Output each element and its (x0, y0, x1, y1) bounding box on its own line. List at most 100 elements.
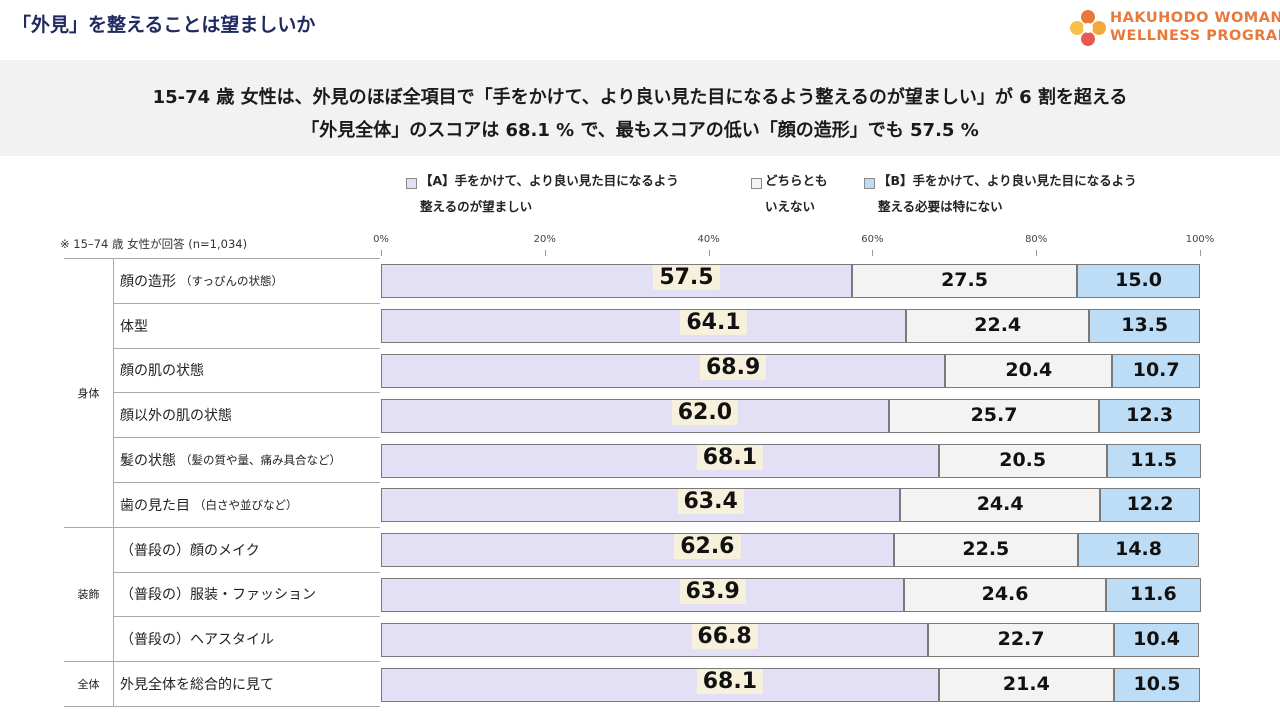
row-label: （普段の）ヘアスタイル (114, 616, 380, 661)
brand-line1: HAKUHODO WOMAN (1110, 10, 1280, 26)
row-label: 髪の状態 （髪の質や量、痛み具合など） (114, 437, 380, 482)
row-label-text: 顔以外の肌の状態 (120, 408, 232, 425)
row-label-text: 顔の肌の状態 (120, 363, 204, 380)
x-tick-label: 40% (697, 234, 720, 245)
row-label: （普段の）顔のメイク (114, 526, 380, 572)
x-tick-label: 20% (533, 234, 556, 245)
bar-segment-a (381, 398, 889, 433)
row-label: 顔の肌の状態 (114, 347, 380, 393)
bar-segment-neutral (938, 443, 1107, 478)
value-label-neutral: 24.6 (981, 583, 1029, 605)
brand-logo-icon (1070, 10, 1106, 46)
row-label: 顔以外の肌の状態 (114, 392, 380, 437)
legend-swatch-b (864, 178, 875, 189)
bar-segment-neutral (945, 354, 1113, 388)
x-tick-mark (1036, 250, 1038, 256)
x-tick-label: 60% (861, 234, 884, 245)
group-label: 装飾 (64, 526, 114, 662)
x-tick-label: 80% (1025, 234, 1048, 245)
value-label-neutral: 24.4 (976, 493, 1024, 516)
row-label: 顔の造形 （すっぴんの状態） (114, 258, 380, 303)
bar-segment-a (381, 533, 894, 568)
value-label-neutral: 20.5 (999, 448, 1047, 471)
value-label-b: 14.8 (1115, 538, 1163, 561)
bar-segment-b (1114, 622, 1200, 657)
bar-segment-neutral (900, 488, 1101, 523)
x-tick-mark (381, 250, 382, 256)
legend-b-line2: 整える必要は特にない (878, 199, 1003, 214)
bar-segment-a (381, 578, 905, 612)
row-label-text: 外見全体を総合的に見て (120, 677, 274, 694)
bar-segment-a (381, 622, 929, 657)
group-label: 身体 (64, 258, 114, 527)
bar-segment-b (1077, 264, 1200, 299)
value-label-a: 68.1 (696, 444, 763, 470)
row-label-subtext: （白さや並びなど） (194, 497, 298, 512)
value-label-b: 11.5 (1130, 448, 1178, 471)
headline-band (0, 60, 1280, 156)
bar-segment-b (1112, 354, 1200, 388)
legend-a-line2: 整えるのが望ましい (420, 199, 533, 214)
row-label: 体型 (114, 302, 380, 348)
value-label-neutral: 22.7 (997, 627, 1045, 650)
bar-segment-a (381, 264, 852, 299)
x-tick-mark (708, 250, 710, 256)
row-label-subtext: （髪の質や量、痛み具合など） (180, 453, 341, 468)
sample-note: ※ 15–74 歳 女性が回答 (n=1,034) (60, 237, 248, 251)
value-label-neutral: 21.4 (1002, 672, 1050, 695)
value-label-a: 57.5 (653, 265, 720, 291)
bar-segment-b (1089, 309, 1200, 344)
bar-segment-b (1114, 667, 1200, 702)
x-tick-label: 0% (373, 234, 389, 245)
value-label-a: 62.6 (674, 534, 741, 560)
table-bottom-border (64, 706, 380, 707)
bar-segment-b (1077, 533, 1200, 568)
row-label-text: （普段の）顔のメイク (120, 542, 260, 559)
row-label-text: 歯の見た目 (120, 497, 190, 514)
value-label-neutral: 20.4 (1005, 359, 1053, 381)
brand-name: HAKUHODO WOMAN WELLNESS PROGRAM (1110, 9, 1280, 45)
row-label: 歯の見た目 （白さや並びなど） (114, 482, 380, 527)
value-label-b: 10.4 (1133, 627, 1181, 650)
bar-segment-a (381, 667, 939, 702)
bar-segment-a (381, 354, 946, 388)
value-label-b: 13.5 (1121, 314, 1169, 337)
headline-line1: 15-74 歳 女性は、外見のほぼ全項目で「手をかけて、より良い見た目になるよう… (152, 87, 1128, 108)
legend-neutral-line2: いえない (765, 199, 816, 214)
value-label-a: 62.0 (671, 399, 739, 425)
bar-segment-neutral (938, 667, 1114, 702)
group-label: 全体 (64, 661, 114, 706)
x-tick-mark (544, 250, 546, 256)
legend-swatch-neutral (751, 178, 762, 189)
bar-segment-neutral (928, 622, 1114, 657)
bar-segment-neutral (904, 578, 1106, 612)
row-label: （普段の）服装・ファッション (114, 571, 380, 617)
brand-line2: WELLNESS PROGRAM (1110, 28, 1280, 44)
value-label-a: 66.8 (691, 623, 758, 649)
row-label-subtext: （すっぴんの状態） (180, 273, 284, 288)
bar-segment-neutral (905, 309, 1090, 344)
value-label-b: 11.6 (1129, 583, 1177, 605)
legend-item-b: 【B】手をかけて、より良い見た目になるよう 整える必要は特にない (878, 168, 1137, 220)
row-label-text: （普段の）ヘアスタイル (120, 632, 274, 649)
bar-segment-neutral (851, 264, 1078, 299)
legend-neutral-line1: どちらとも (765, 173, 828, 188)
bar-segment-a (381, 443, 939, 478)
bar-segment-a (381, 488, 901, 523)
row-label-text: 顔の造形 (120, 273, 176, 290)
bar-segment-b (1099, 398, 1200, 433)
value-label-b: 10.7 (1132, 359, 1180, 381)
value-label-b: 10.5 (1133, 672, 1181, 695)
row-label-text: （普段の）服装・ファッション (120, 587, 316, 604)
bar-segment-neutral (888, 398, 1100, 433)
x-tick-mark (872, 250, 874, 256)
value-label-a: 63.4 (677, 489, 744, 515)
bar-segment-b (1105, 578, 1201, 612)
row-label: 外見全体を総合的に見て (114, 661, 380, 706)
value-label-b: 12.3 (1126, 403, 1174, 426)
headline-line2: 「外見全体」のスコアは 68.1 % で、最もスコアの低い「顔の造形」でも 57… (301, 120, 979, 141)
value-label-neutral: 22.4 (974, 314, 1022, 337)
value-label-neutral: 27.5 (941, 269, 988, 292)
x-tick-label: 100% (1185, 234, 1215, 245)
bar-segment-b (1106, 443, 1201, 478)
